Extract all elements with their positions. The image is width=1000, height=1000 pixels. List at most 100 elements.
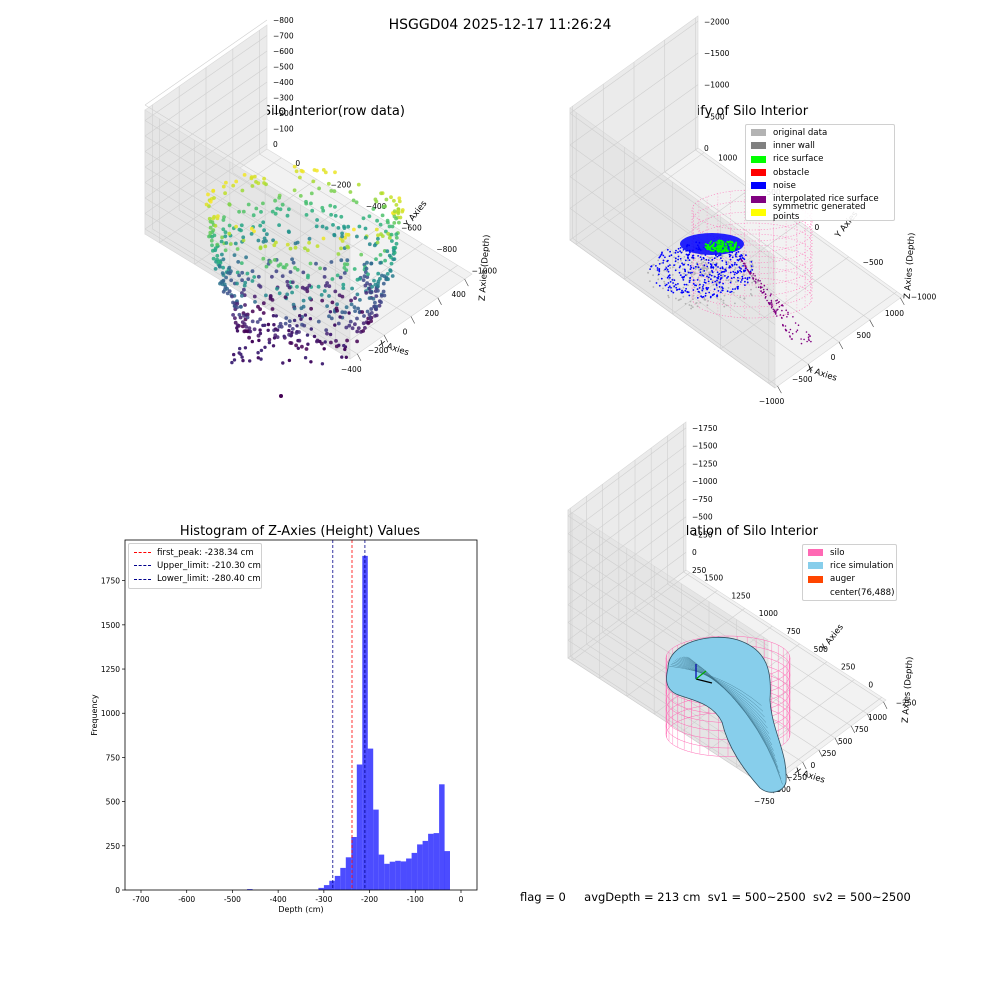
plot1-point <box>304 199 308 204</box>
plot2-original-point <box>698 269 701 272</box>
plot2-original-point <box>717 280 720 283</box>
plot2-original-point <box>652 264 655 266</box>
plot4-z-tick-label: −1500 <box>692 442 718 451</box>
plot2-original-point <box>690 304 693 307</box>
plot2-noise-point <box>679 274 682 276</box>
plot2-interpolated-point <box>784 325 787 327</box>
plot1-point <box>248 359 252 363</box>
plot1-point <box>240 270 245 275</box>
plot2-original-point <box>734 267 737 269</box>
plot1-point <box>397 196 402 201</box>
plot1-point <box>390 224 395 229</box>
plot1-point <box>368 315 372 320</box>
plot1-point <box>366 321 371 325</box>
plot2-interpolated-point <box>766 299 768 302</box>
plot2-noise-point <box>740 268 742 270</box>
plot2-rice-surface-point <box>723 246 726 249</box>
legend-label: interpolated rice surface <box>773 194 879 205</box>
plot2-original-point <box>722 273 724 276</box>
plot1-point <box>355 329 360 334</box>
plot2-noise-point <box>704 294 707 297</box>
plot1-point <box>276 263 281 268</box>
plot1-z-gridline <box>144 66 268 152</box>
plot1-point <box>215 257 220 262</box>
plot1-point <box>223 287 227 292</box>
plot2-noise-point <box>702 284 705 286</box>
plot1-point <box>315 244 320 249</box>
plot2-original-point <box>709 257 712 259</box>
plot2-noise-point <box>669 276 671 279</box>
plot2-original-point <box>660 262 663 265</box>
plot2-original-point <box>711 280 714 282</box>
plot1-z-gridline <box>144 104 351 231</box>
plot4-x-tick <box>802 761 807 770</box>
plot2-interpolated-point <box>759 280 761 282</box>
plot4-x-gridline <box>683 571 884 703</box>
plot2-z-label: Z Axies (Depth) <box>903 232 918 299</box>
plot2-rice-surface-point <box>715 241 718 244</box>
plot4-y-tick-label: 1500 <box>704 574 723 583</box>
plot4-x-tick <box>867 713 872 722</box>
plot1-point <box>235 301 240 306</box>
plot2-interpolated-point <box>759 286 762 288</box>
plot2-original-point <box>700 275 703 278</box>
plot1-point <box>252 275 257 279</box>
plot1-x-tick <box>437 297 442 305</box>
legend-label: auger <box>830 574 855 585</box>
plot1-point <box>315 168 319 173</box>
plot2-original-point <box>671 274 674 276</box>
legend-item: inner wall <box>746 139 894 152</box>
plot2-noise-point <box>722 270 725 273</box>
plot2-z-gridline <box>569 208 776 357</box>
plot1-point <box>333 289 338 294</box>
plot1-point <box>321 168 326 172</box>
plot1-point <box>252 294 257 299</box>
plot1-x-gridline <box>152 228 358 355</box>
plot2-rice-surface-point <box>710 240 713 243</box>
plot2-rice-surface-point <box>713 247 716 250</box>
plot1-point <box>320 205 325 210</box>
plot2-noise-point <box>656 267 659 269</box>
plot4-rice-mesh-line <box>673 661 767 723</box>
plot1-point <box>295 267 300 272</box>
plot1-point <box>270 274 274 279</box>
plot2-noise-point <box>655 282 658 284</box>
plot2-original-point <box>700 272 703 275</box>
plot2-noise-point <box>681 262 683 265</box>
plot1-point <box>340 234 344 239</box>
plot1-point <box>264 293 268 298</box>
legend-label: Upper_limit: -210.30 cm <box>157 560 261 571</box>
plot1-y-tick-label: −600 <box>401 223 422 232</box>
legend-label: symmetric generated points <box>772 202 866 223</box>
plot1-point <box>375 218 379 223</box>
plot1-point <box>331 223 335 227</box>
plot2-noise-point <box>739 269 741 272</box>
plot1-point <box>217 263 222 268</box>
plot2-noise-point <box>720 257 722 260</box>
legend-label: center(76,488) <box>830 587 895 598</box>
plot2-interpolated-point <box>776 299 778 301</box>
histogram-bar <box>334 875 341 890</box>
plot2-interpolated-point <box>763 290 765 293</box>
plot1-point <box>378 253 383 257</box>
plot2-noise-point <box>679 265 682 267</box>
plot2-interpolated-point <box>762 288 765 291</box>
plot1-point <box>342 343 346 348</box>
plot2-noise-point <box>681 276 684 278</box>
plot2-original-point <box>715 282 718 284</box>
plot1-point <box>307 236 312 241</box>
plot4-rice-mesh-line <box>672 662 765 718</box>
plot4-rice-mesh-line <box>676 659 770 734</box>
plot1-point <box>252 174 257 179</box>
plot1-point <box>343 310 347 315</box>
plot1-point <box>374 257 378 261</box>
plot1-x-tick-label: −200 <box>368 346 389 355</box>
plot1-point <box>288 246 293 251</box>
plot1-point <box>355 339 359 344</box>
plot1-point <box>227 231 232 236</box>
plot2-x-tick-label: −1000 <box>759 397 785 406</box>
plot1-point <box>397 199 402 204</box>
plot1-point <box>305 289 310 294</box>
plot4-z-gridline <box>567 463 687 552</box>
plot1-point <box>381 281 386 286</box>
